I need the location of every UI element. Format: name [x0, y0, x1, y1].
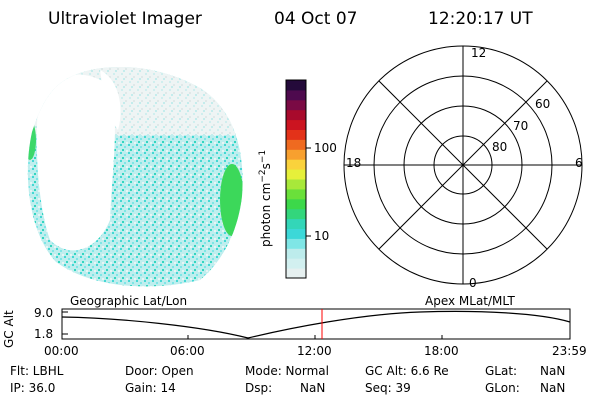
dsp-label: Dsp:	[245, 381, 273, 395]
colorbar-tick-10: 10	[314, 229, 330, 243]
polar-label-6: 6	[575, 156, 583, 170]
colorbar-segment	[286, 248, 306, 259]
glat-value: NaN	[540, 364, 566, 378]
dsp-value: NaN	[300, 381, 326, 395]
x-tick-1200: 12:00	[297, 344, 332, 358]
colorbar-segment	[286, 218, 306, 229]
apex-label: Apex MLat/MLT	[425, 294, 515, 308]
colorbar-segment	[286, 119, 306, 130]
polar-grid	[343, 45, 583, 285]
color-scale-bar	[286, 80, 306, 279]
glon-value: NaN	[540, 381, 566, 395]
ip-status: IP: 36.0	[10, 381, 56, 395]
gain-status: Gain: 14	[125, 381, 176, 395]
colorbar-segment	[286, 188, 306, 200]
colorbar-segment	[286, 208, 306, 220]
gc-alt-status: GC Alt: 6.6 Re	[365, 364, 449, 378]
colorbar-segment	[286, 149, 306, 160]
date-label: 04 Oct 07	[274, 9, 358, 29]
colorbar-segment	[286, 159, 306, 170]
polar-label-80: 80	[492, 140, 508, 154]
colorbar-tick-100: 100	[314, 141, 337, 155]
colorbar-segment	[286, 129, 306, 140]
colorbar-unit-label: photon cm−2s−1	[258, 149, 273, 247]
colorbar-segment	[286, 179, 306, 190]
polar-label-12: 12	[471, 46, 487, 60]
polar-label-70: 70	[513, 119, 529, 133]
x-tick-1800: 18:00	[424, 344, 459, 358]
colorbar-segment	[286, 139, 306, 150]
polar-label-18: 18	[346, 156, 362, 170]
altitude-plot	[61, 308, 571, 340]
glon-label: GLon:	[485, 381, 520, 395]
filter-status: Flt: LBHL	[10, 364, 64, 378]
colorbar-segment	[286, 258, 306, 269]
gc-alt-axis-title: GC Alt	[2, 310, 16, 348]
polar-label-60: 60	[535, 97, 551, 111]
x-tick-2359: 23:59	[552, 344, 587, 358]
colorbar-segment	[286, 198, 306, 210]
x-tick-0000: 00:00	[44, 344, 79, 358]
colorbar-segment	[286, 268, 306, 279]
colorbar-segment	[286, 238, 306, 249]
colorbar-segment	[286, 99, 306, 111]
colorbar-segment	[286, 109, 306, 121]
x-tick-0600: 06:00	[170, 344, 205, 358]
colorbar-segment	[286, 89, 306, 101]
time-label: 12:20:17 UT	[428, 9, 533, 29]
y-tick-top: 9.0	[34, 306, 54, 320]
colorbar-segment	[286, 80, 306, 91]
uv-image	[27, 66, 243, 287]
polar-label-0: 0	[469, 276, 477, 290]
door-status: Door: Open	[125, 364, 194, 378]
seq-status: Seq: 39	[365, 381, 411, 395]
glat-label: GLat:	[485, 364, 518, 378]
colorbar-segment	[286, 169, 306, 180]
colorbar-segment	[286, 228, 306, 239]
app-title: Ultraviolet Imager	[48, 9, 202, 29]
mode-status: Mode: Normal	[245, 364, 329, 378]
geo-label: Geographic Lat/Lon	[70, 294, 188, 308]
y-tick-bottom: 1.8	[34, 327, 54, 341]
